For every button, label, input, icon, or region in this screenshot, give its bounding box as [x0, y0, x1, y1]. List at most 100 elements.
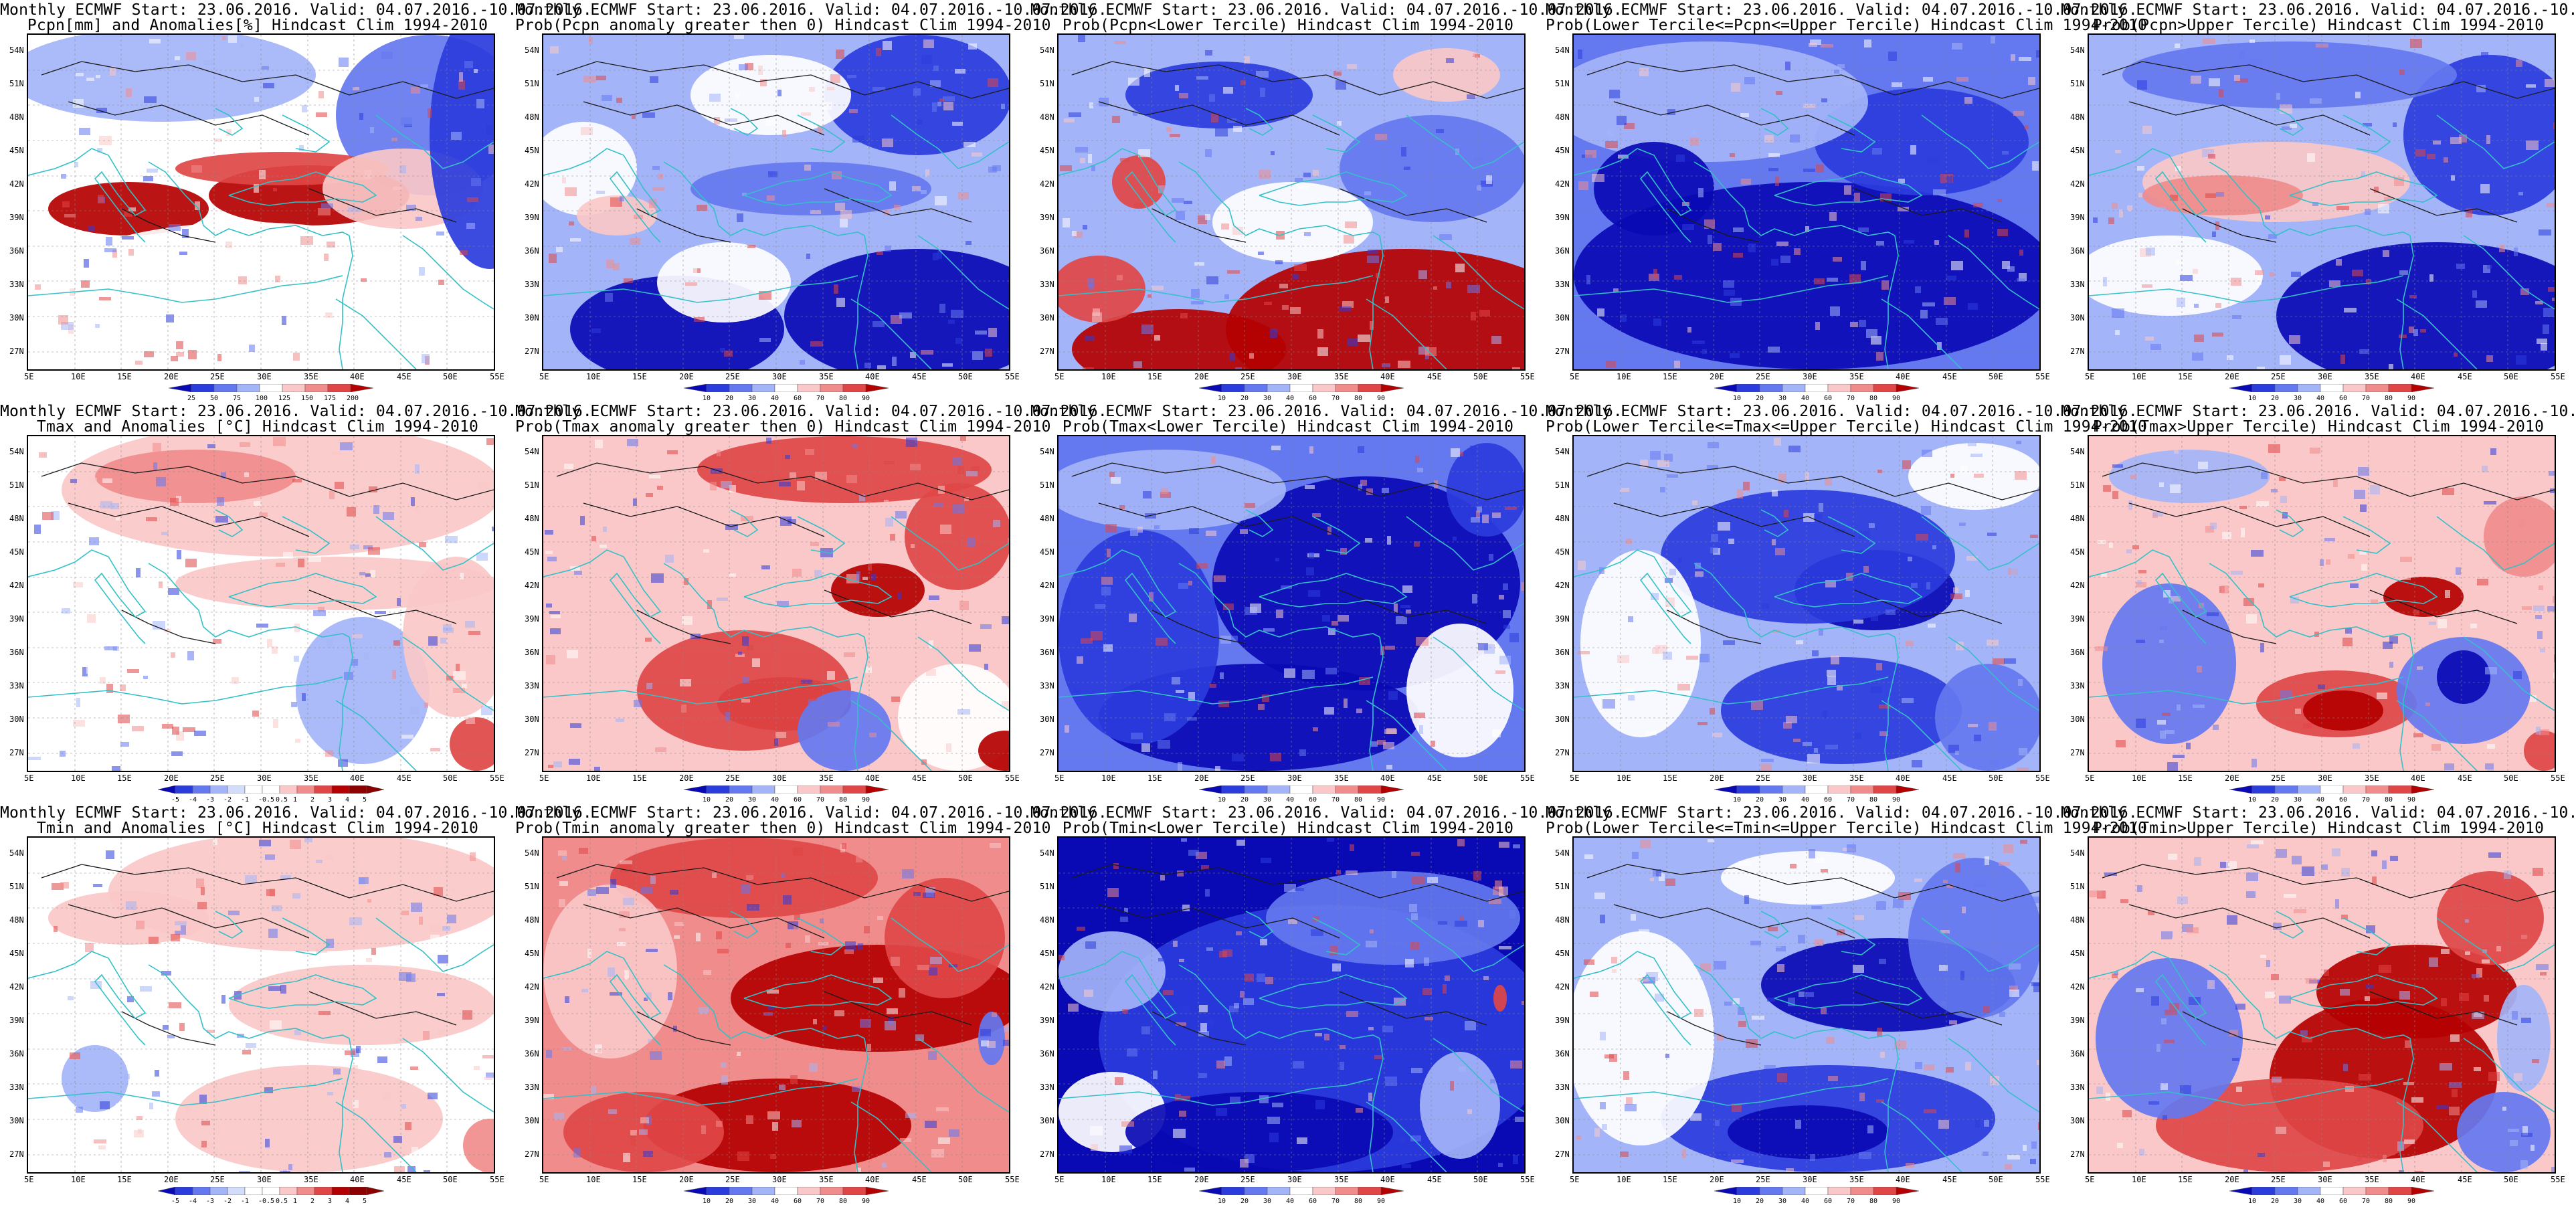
colorbar-label: 70 [816, 395, 825, 402]
colorbar-label: 60 [1309, 796, 1317, 804]
lat-label: 51N [9, 79, 24, 88]
lon-label: 45E [912, 773, 927, 783]
lat-label: 48N [1040, 514, 1054, 523]
colorbar-label: 5 [363, 1198, 367, 1205]
map-field [27, 435, 495, 772]
colorbar-label: 80 [2385, 395, 2393, 402]
colorbar-label: 80 [1354, 395, 1363, 402]
lon-label: 30E [1803, 372, 1817, 381]
lat-label: 39N [525, 213, 539, 222]
lat-label: 39N [9, 1016, 24, 1025]
lat-label: 39N [9, 213, 24, 222]
lon-label: 40E [350, 1175, 365, 1184]
colorbar-swatch [158, 785, 176, 794]
colorbar-swatch [191, 384, 215, 392]
colorbar-label: 10 [1218, 395, 1226, 402]
colorbar-label: 20 [2271, 395, 2280, 402]
lat-label: 39N [2070, 1016, 2085, 1025]
lon-label: 55E [2551, 773, 2565, 783]
colorbar-label: 90 [2407, 796, 2416, 804]
panel-title-line2: Prob(Tmax>Upper Tercile) Hindcast Clim 1… [2092, 418, 2545, 436]
lon-label: 10E [586, 1175, 601, 1184]
colorbar-label: 60 [794, 395, 802, 402]
lon-label: 20E [1194, 372, 1209, 381]
colorbar-swatch [2365, 384, 2389, 392]
colorbar-swatch [175, 1187, 193, 1195]
lat-label: 33N [9, 280, 24, 289]
lon-label: 55E [2551, 372, 2565, 381]
lat-label: 33N [2070, 1083, 2085, 1092]
colorbar-swatch [1267, 1187, 1291, 1195]
colorbar-swatch [2342, 1187, 2367, 1195]
lon-label: 45E [1427, 1175, 1442, 1184]
colorbar-label: 40 [1801, 1198, 1810, 1205]
lon-label: 50E [1473, 773, 1488, 783]
colorbar-label: 90 [862, 796, 870, 804]
colorbar-label: -4 [189, 796, 197, 804]
lon-label: 15E [2178, 1175, 2193, 1184]
lon-label: 30E [257, 773, 272, 783]
colorbar-swatch [842, 384, 866, 392]
lon-label: 20E [2225, 773, 2239, 783]
lat-label: 30N [2070, 715, 2085, 724]
colorbar-label: 80 [1354, 1198, 1363, 1205]
lon-label: 40E [2411, 1175, 2425, 1184]
lat-label: 39N [2070, 213, 2085, 222]
lon-label: 15E [2178, 773, 2193, 783]
lat-label: 42N [1040, 982, 1054, 992]
lon-label: 50E [443, 1175, 458, 1184]
colorbar-label: -2 [223, 1198, 232, 1205]
lon-label: 45E [912, 372, 927, 381]
lon-label: 10E [586, 372, 601, 381]
colorbar-swatch [1736, 384, 1760, 392]
panel-title-line1: Monthly ECMWF Start: 23.06.2016. Valid: … [2061, 1, 2576, 19]
colorbar-swatch [349, 1187, 367, 1195]
lat-label: 36N [525, 1049, 539, 1058]
lon-label: 35E [1849, 372, 1864, 381]
lon-label: 10E [1617, 773, 1631, 783]
lon-label: 30E [2318, 773, 2332, 783]
panel-title-line1: Monthly ECMWF Start: 23.06.2016. Valid: … [2061, 804, 2576, 822]
colorbar-label: 30 [2294, 796, 2302, 804]
colorbar-label: 90 [2407, 1198, 2416, 1205]
lat-label: 33N [1040, 280, 1054, 289]
lon-label: 25E [2271, 773, 2286, 783]
colorbar-label: -3 [206, 1198, 215, 1205]
map-panel-tmax-upper: Monthly ECMWF Start: 23.06.2016. Valid: … [2061, 401, 2576, 804]
colorbar-swatch [296, 1187, 315, 1195]
colorbar-swatch [842, 1187, 866, 1195]
lon-label: 35E [1849, 773, 1864, 783]
colorbar-label: 30 [748, 1198, 757, 1205]
colorbar-label: 70 [816, 1198, 825, 1205]
colorbar-label: 80 [839, 395, 848, 402]
map-field [1057, 33, 1526, 371]
lat-label: 45N [1555, 146, 1570, 155]
colorbar [158, 1187, 384, 1195]
colorbar-label: 10 [2248, 395, 2257, 402]
colorbar-label: 20 [1756, 395, 1764, 402]
colorbar-label: -1 [241, 1198, 250, 1205]
colorbar-swatch [751, 1187, 775, 1195]
colorbar-swatch [729, 785, 753, 794]
map-field [1572, 435, 2041, 772]
colorbar-swatch [1289, 1187, 1313, 1195]
colorbar-label: 30 [1263, 796, 1272, 804]
colorbar-swatch [2229, 785, 2253, 794]
lon-label: 5E [539, 773, 549, 783]
colorbar-swatch [820, 384, 844, 392]
lat-label: 27N [1040, 347, 1054, 356]
colorbar-swatch [1221, 384, 1245, 392]
lat-label: 30N [9, 313, 24, 322]
colorbar-swatch [2251, 785, 2276, 794]
lat-label: 51N [1040, 480, 1054, 490]
colorbar-label: -2 [223, 796, 232, 804]
lon-label: 5E [24, 372, 34, 381]
lat-label: 36N [2070, 648, 2085, 657]
lon-label: 55E [490, 773, 504, 783]
lon-label: 25E [725, 1175, 740, 1184]
colorbar-swatch [1199, 384, 1222, 392]
lon-label: 20E [164, 773, 179, 783]
colorbar-swatch [209, 1187, 228, 1195]
lon-label: 25E [210, 1175, 225, 1184]
lon-label: 45E [912, 1175, 927, 1184]
